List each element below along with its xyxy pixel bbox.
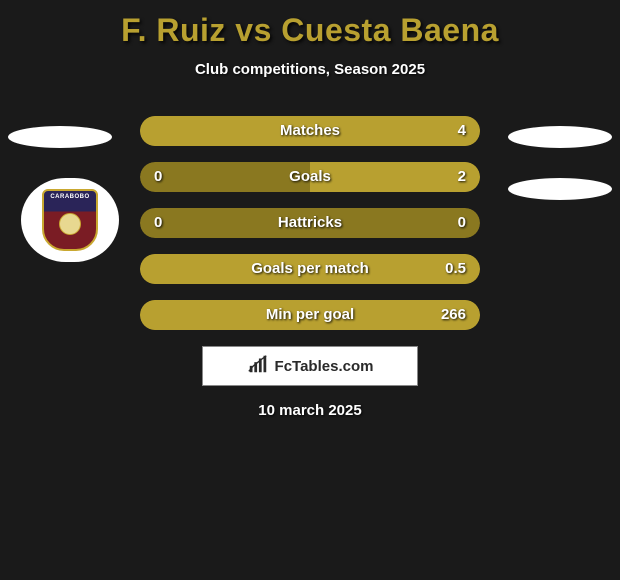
header: F. Ruiz vs Cuesta Baena Club competition… bbox=[0, 0, 620, 78]
player2-photo-placeholder bbox=[508, 126, 612, 148]
page-subtitle: Club competitions, Season 2025 bbox=[0, 61, 620, 78]
stat-row-hattricks: 0 Hattricks 0 bbox=[140, 208, 480, 238]
page-title: F. Ruiz vs Cuesta Baena bbox=[0, 12, 620, 49]
stat-row-goals: 0 Goals 2 bbox=[140, 162, 480, 192]
stat-name: Goals per match bbox=[140, 254, 480, 284]
stat-row-goals-per-match: Goals per match 0.5 bbox=[140, 254, 480, 284]
chart-icon bbox=[247, 353, 269, 380]
stat-name: Hattricks bbox=[140, 208, 480, 238]
watermark-badge[interactable]: FcTables.com bbox=[202, 346, 418, 386]
stat-right-value: 4 bbox=[458, 116, 466, 146]
stat-row-matches: Matches 4 bbox=[140, 116, 480, 146]
crest-emblem bbox=[59, 213, 81, 235]
player2-club-placeholder bbox=[508, 178, 612, 200]
stat-row-min-per-goal: Min per goal 266 bbox=[140, 300, 480, 330]
stat-right-value: 0.5 bbox=[445, 254, 466, 284]
stat-right-value: 2 bbox=[458, 162, 466, 192]
crest-label: CARABOBO bbox=[44, 194, 96, 200]
watermark-text: FcTables.com bbox=[275, 358, 374, 375]
stat-name: Min per goal bbox=[140, 300, 480, 330]
stat-right-value: 266 bbox=[441, 300, 466, 330]
player1-club-crest: CARABOBO bbox=[21, 178, 119, 262]
stat-right-value: 0 bbox=[458, 208, 466, 238]
player1-photo-placeholder bbox=[8, 126, 112, 148]
stat-name: Matches bbox=[140, 116, 480, 146]
stat-name: Goals bbox=[140, 162, 480, 192]
date-label: 10 march 2025 bbox=[0, 402, 620, 419]
